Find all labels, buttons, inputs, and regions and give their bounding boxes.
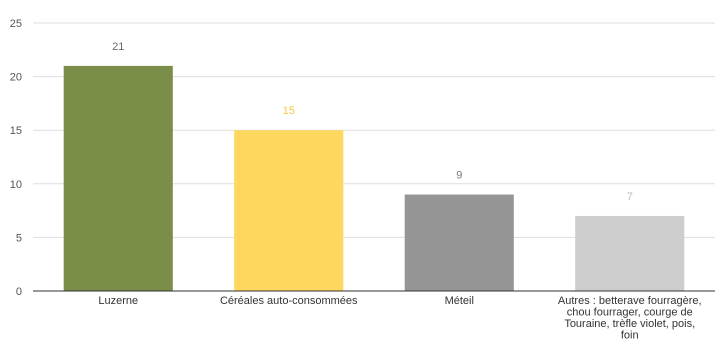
- category-label: Céréales auto-consommées: [220, 295, 358, 307]
- data-label: 15: [283, 105, 295, 117]
- category-label: Autres : betterave fourragère,: [558, 295, 702, 307]
- y-axis-ticks: 0 5 10 15 20 25: [10, 18, 22, 298]
- data-label: 7: [627, 191, 633, 203]
- bar: [64, 66, 173, 291]
- category-label: foin: [621, 330, 639, 342]
- category-label: Touraine, trèfle violet, pois,: [564, 318, 695, 330]
- bar: [234, 130, 343, 291]
- y-tick-label: 25: [10, 18, 22, 30]
- category-label: Luzerne: [98, 295, 138, 307]
- data-labels: 21 15 9 7: [112, 41, 633, 203]
- y-tick-label: 5: [16, 232, 22, 244]
- bars: [64, 66, 685, 291]
- y-tick-label: 20: [10, 72, 22, 84]
- y-tick-label: 0: [16, 286, 22, 298]
- x-axis-labels: Luzerne Céréales auto-consommées Méteil Aut…: [98, 295, 701, 342]
- data-label: 9: [456, 170, 462, 182]
- bar: [405, 195, 514, 291]
- y-tick-label: 10: [10, 179, 22, 191]
- category-label: chou fourrager, courge de: [567, 307, 693, 319]
- category-label: Méteil: [445, 295, 474, 307]
- bar: [575, 216, 684, 291]
- y-tick-label: 15: [10, 125, 22, 137]
- data-label: 21: [112, 41, 124, 53]
